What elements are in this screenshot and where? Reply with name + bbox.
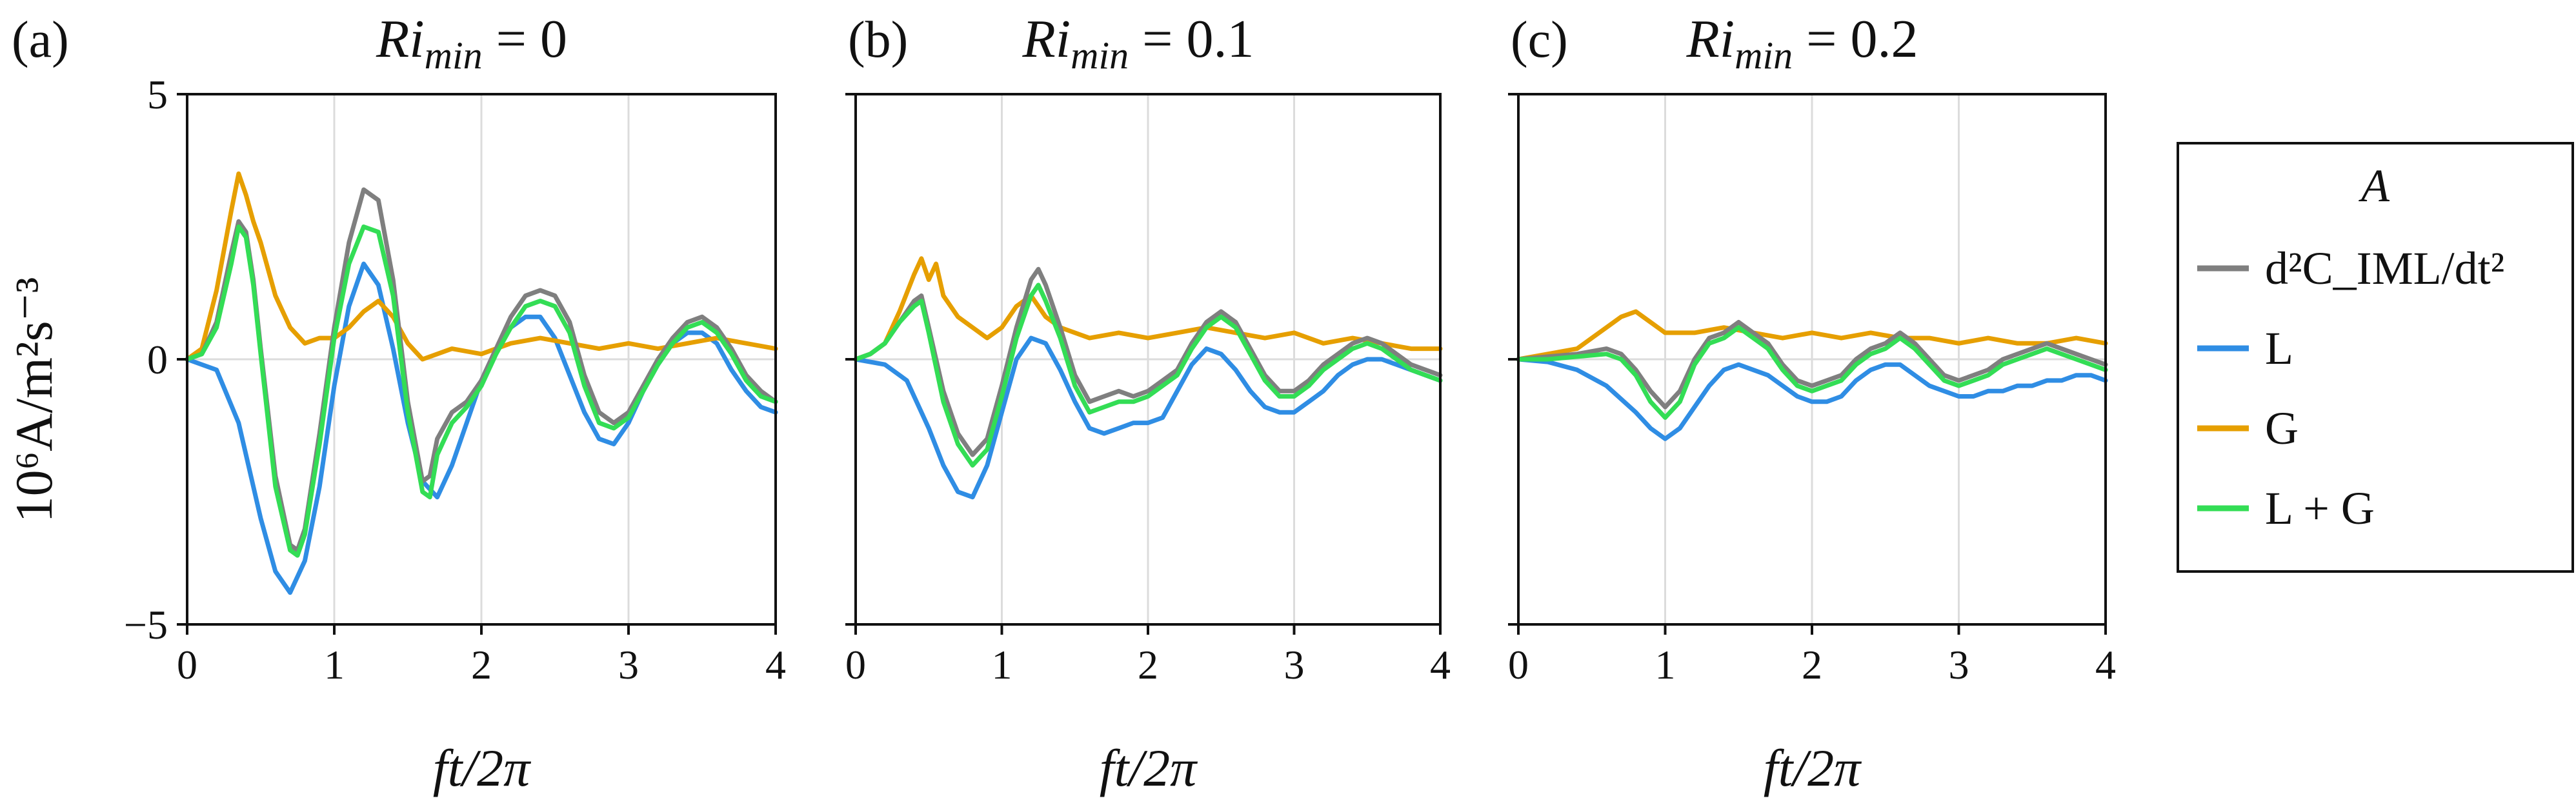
panel-label: (c) [1511, 12, 1568, 68]
y-tick-label: −5 [124, 602, 168, 648]
panel-title: Rimin = 0.1 [1021, 9, 1254, 77]
x-tick-label: 0 [177, 642, 197, 688]
legend-title: A [2359, 160, 2390, 212]
series-line-g [1516, 309, 2108, 362]
panel-label: (b) [848, 12, 908, 68]
x-tick-label: 1 [324, 642, 345, 688]
x-tick-label: 3 [1284, 642, 1305, 688]
series-line-l-g [1516, 325, 2108, 420]
x-tick-label: 0 [845, 642, 866, 688]
panel-c: 0 1 2 3 4 ft/2π (c) Rimin = 0.2 [1508, 9, 2116, 797]
legend-label: L [2265, 323, 2293, 374]
series-line-l [853, 335, 1443, 500]
x-tick-label: 4 [1430, 642, 1451, 688]
x-tick-label: 3 [1949, 642, 1969, 688]
y-tick-label: 5 [147, 72, 168, 117]
x-tick-label: 2 [1138, 642, 1158, 688]
series-line-l [1516, 357, 2108, 441]
x-tick-label: 0 [1508, 642, 1529, 688]
legend-entries: d²C_IML/dt² LG L + G [2197, 243, 2504, 534]
panel-title: Rimin = 0.2 [1685, 9, 1918, 77]
x-tick-label: 2 [471, 642, 492, 688]
panel-b: 0 1 2 3 4 ft/2π (b) Rimin = 0.1 [845, 9, 1451, 797]
y-axis-label: 10⁶A/m²s⁻³ [5, 277, 63, 523]
series-line-g [853, 256, 1443, 362]
x-tick-label: 1 [1655, 642, 1676, 688]
series-line-l-g [853, 283, 1443, 468]
y-tick-label: 0 [147, 337, 168, 383]
legend-label: L + G [2265, 482, 2375, 534]
x-tick-label: 4 [2095, 642, 2116, 688]
panel-title: Rimin = 0 [376, 9, 567, 77]
x-tick-label: 1 [992, 642, 1012, 688]
legend-label: d²C_IML/dt² [2265, 243, 2504, 294]
panel-label: (a) [12, 12, 69, 68]
x-axis-label: ft/2π [433, 739, 531, 797]
x-tick-label: 4 [765, 642, 786, 688]
legend: A d²C_IML/dt² LG L + G [2177, 142, 2574, 573]
x-tick-label: 3 [618, 642, 639, 688]
legend-box [2177, 142, 2574, 573]
series-line-l-g [185, 224, 778, 558]
x-axis-label: ft/2π [1100, 739, 1198, 797]
series-line-d-c-iml-dt- [1516, 320, 2108, 410]
x-tick-label: 2 [1802, 642, 1822, 688]
series-line-g [185, 171, 778, 362]
legend-label: G [2265, 402, 2299, 454]
x-axis-label: ft/2π [1764, 739, 1862, 797]
